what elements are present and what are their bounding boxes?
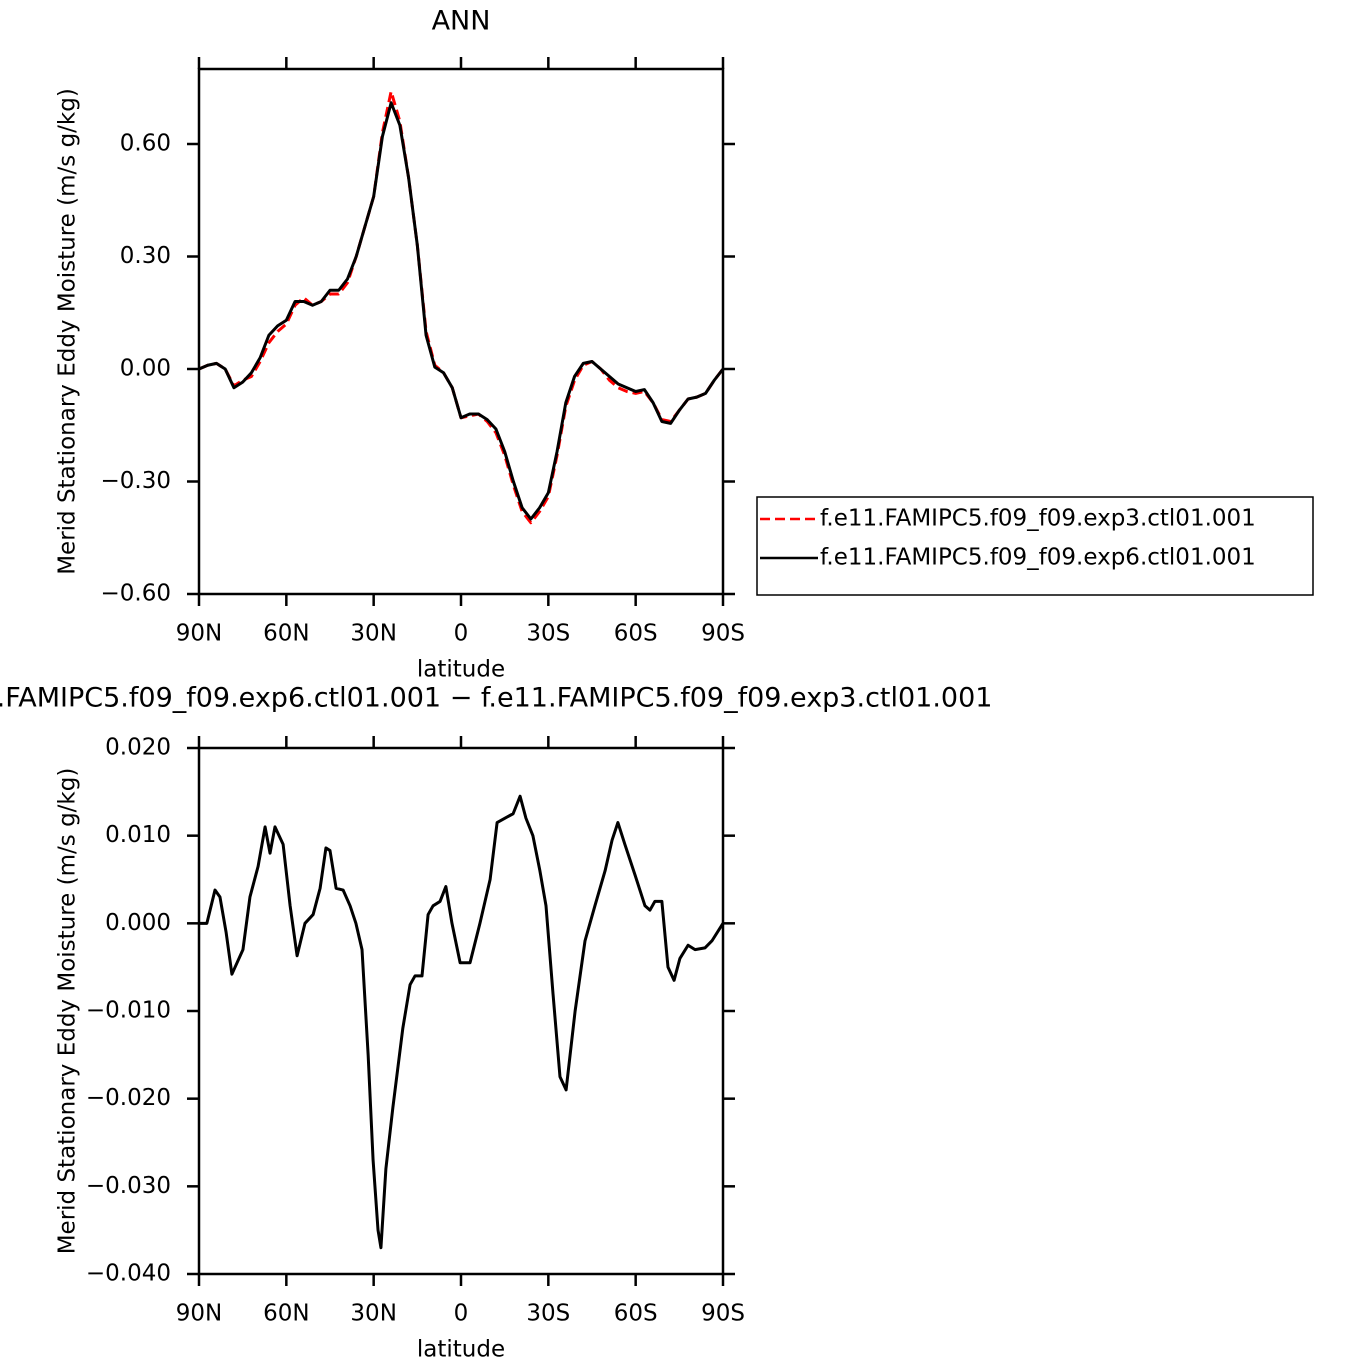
x-axis-label: latitude [417, 1337, 505, 1363]
legend-box [756, 496, 1314, 596]
y-tick-label: −0.60 [101, 581, 171, 607]
chart-title: f.e11.FAMIPC5.f09_f09.exp6.ctl01.001 − f… [0, 683, 992, 714]
legend-label: f.e11.FAMIPC5.f09_f09.exp3.ctl01.001 [820, 506, 1256, 532]
x-axis-label: latitude [417, 657, 505, 683]
y-tick-label: −0.030 [86, 1173, 171, 1199]
y-axis-label: Merid Stationary Eddy Moisture (m/s g/kg… [55, 768, 81, 1255]
y-tick-label: 0.020 [105, 735, 171, 761]
x-tick-label: 60S [614, 621, 658, 647]
y-tick-label: 0.30 [120, 243, 171, 269]
x-tick-label: 60N [263, 621, 309, 647]
y-tick-label: 0.010 [105, 822, 171, 848]
x-tick-label: 90S [701, 1301, 745, 1327]
y-tick-label: 0.60 [120, 131, 171, 157]
x-tick-label: 90S [701, 621, 745, 647]
x-tick-label: 30N [350, 1301, 396, 1327]
x-tick-label: 30S [526, 621, 570, 647]
y-tick-label: −0.020 [86, 1085, 171, 1111]
x-tick-label: 60N [263, 1301, 309, 1327]
y-axis-label: Merid Stationary Eddy Moisture (m/s g/kg… [55, 88, 81, 575]
plot-frame [197, 746, 725, 1276]
plot-frame [197, 67, 725, 596]
data-line [198, 101, 725, 521]
x-tick-label: 90N [176, 621, 222, 647]
data-line [199, 794, 725, 1250]
x-tick-label: 30S [526, 1301, 570, 1327]
y-tick-label: −0.30 [101, 468, 171, 494]
x-tick-label: 90N [176, 1301, 222, 1327]
x-tick-label: 0 [454, 621, 469, 647]
legend-label: f.e11.FAMIPC5.f09_f09.exp6.ctl01.001 [820, 545, 1256, 571]
y-tick-label: 0.00 [120, 356, 171, 382]
x-tick-label: 60S [614, 1301, 658, 1327]
y-tick-label: −0.040 [86, 1261, 171, 1287]
data-line [198, 90, 725, 525]
x-tick-label: 30N [350, 621, 396, 647]
y-tick-label: −0.010 [86, 998, 171, 1024]
chart-title: ANN [432, 6, 491, 37]
y-tick-label: 0.000 [105, 910, 171, 936]
x-tick-label: 0 [454, 1301, 469, 1327]
